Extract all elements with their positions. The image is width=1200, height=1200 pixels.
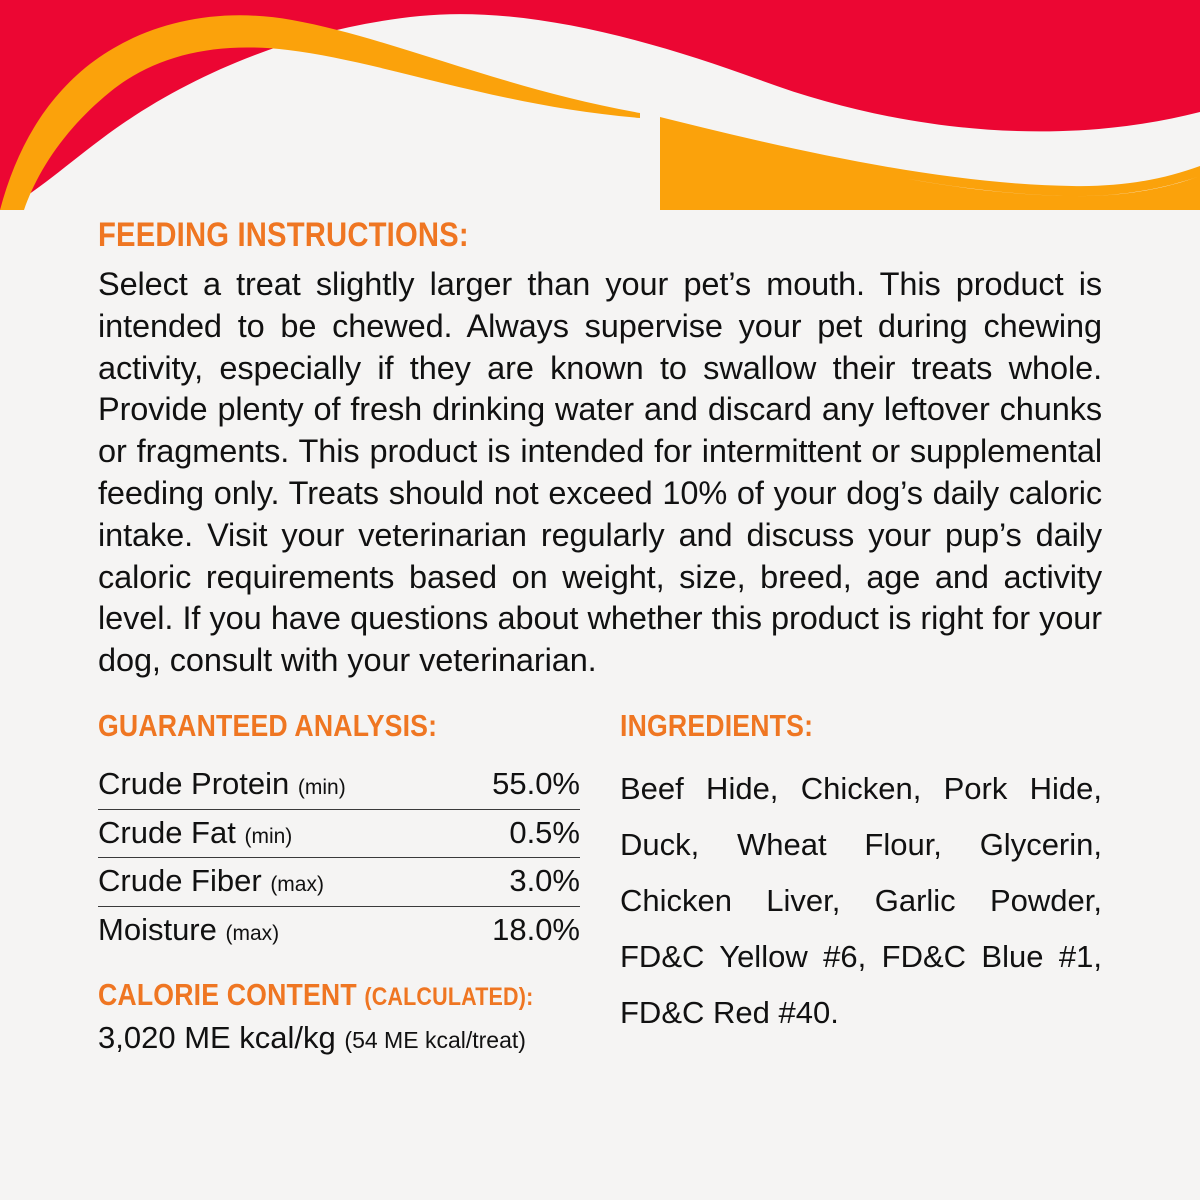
red-wave-shape: [0, 0, 1200, 210]
analysis-nutrient-qualifier: (min): [244, 824, 293, 848]
analysis-nutrient-cell: Crude Fiber (max): [98, 857, 454, 907]
label-content: FEEDING INSTRUCTIONS: Select a treat sli…: [98, 216, 1102, 1055]
orange-wave-left-shape: [0, 15, 640, 210]
analysis-nutrient-qualifier: (min): [297, 776, 346, 799]
analysis-row: Crude Fat (min) 0.5%: [98, 808, 580, 858]
calorie-content-value-line: 3,020 ME kcal/kg (54 ME kcal/treat): [98, 1020, 580, 1056]
analysis-row: Crude Fiber (max) 3.0%: [98, 857, 580, 907]
analysis-nutrient-cell: Moisture (max): [98, 905, 454, 955]
orange-wave-right-shape: [660, 117, 1200, 210]
calorie-content-heading: CALORIE CONTENT (CALCULATED):: [98, 976, 533, 1012]
ingredients-column: INGREDIENTS: Beef Hide, Chicken, Pork Hi…: [620, 710, 1102, 1056]
feeding-instructions-heading: FEEDING INSTRUCTIONS:: [98, 216, 469, 254]
calorie-content-per-treat: (54 ME kcal/treat): [344, 1026, 526, 1053]
analysis-value-cell: 3.0%: [453, 857, 580, 907]
calorie-content-heading-note: (CALCULATED):: [364, 982, 534, 1011]
analysis-value-cell: 0.5%: [453, 808, 580, 858]
guaranteed-analysis-table: Crude Protein (min) 55.0% Crude Fat (min) 0…: [98, 761, 580, 955]
analysis-nutrient-cell: Crude Protein (min): [98, 761, 454, 809]
ingredients-heading: INGREDIENTS:: [620, 708, 814, 743]
analysis-row: Crude Protein (min) 55.0%: [98, 761, 580, 809]
feeding-instructions-body: Select a treat slightly larger than your…: [98, 266, 1102, 679]
analysis-value-cell: 18.0%: [453, 905, 580, 955]
analysis-nutrient-qualifier: (max): [270, 873, 324, 897]
analysis-nutrient-name: Crude Fiber: [98, 863, 262, 899]
lower-columns: GUARANTEED ANALYSIS: Crude Protein (min)…: [98, 710, 1102, 1056]
guaranteed-analysis-heading: GUARANTEED ANALYSIS:: [98, 708, 438, 743]
analysis-nutrient-name: Crude Fat: [98, 814, 236, 850]
calorie-content-value: 3,020 ME kcal/kg: [98, 1019, 336, 1055]
calorie-content-heading-main: CALORIE CONTENT: [98, 976, 357, 1012]
analysis-nutrient-name: Crude Protein: [98, 766, 290, 801]
analysis-nutrient-cell: Crude Fat (min): [98, 808, 454, 858]
analysis-nutrient-name: Moisture: [98, 911, 217, 947]
guaranteed-analysis-column: GUARANTEED ANALYSIS: Crude Protein (min)…: [98, 710, 580, 1056]
analysis-value-cell: 55.0%: [492, 766, 580, 801]
ingredients-body: Beef Hide, Chicken, Pork Hide, Duck, Whe…: [620, 771, 1102, 1030]
analysis-row: Moisture (max) 18.0%: [98, 905, 580, 955]
analysis-nutrient-qualifier: (max): [225, 921, 280, 945]
wave-banner-decoration: [0, 0, 1200, 210]
